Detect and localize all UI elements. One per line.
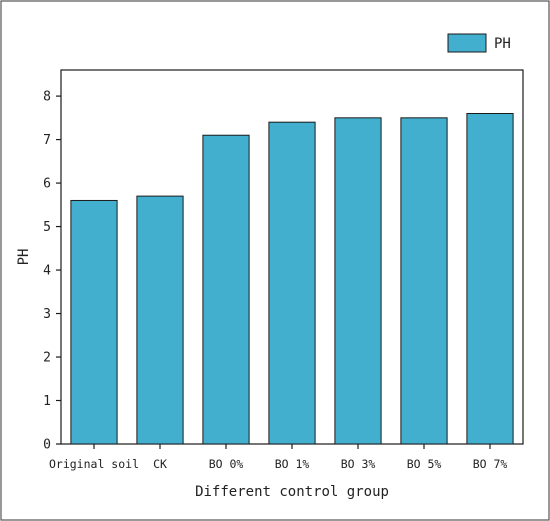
x-tick-label: BO 7% (473, 457, 508, 471)
y-tick-label: 0 (43, 438, 51, 453)
x-tick-label: CK (153, 457, 167, 471)
y-tick-label: 2 (43, 351, 51, 366)
legend-swatch (447, 33, 487, 53)
bar (400, 117, 448, 445)
y-axis-ticks: 0 1 2 3 4 5 6 7 8 (43, 90, 61, 453)
bar (202, 134, 250, 445)
bar (136, 195, 184, 445)
y-axis-title: PH (16, 249, 32, 266)
legend-label: PH (494, 36, 511, 52)
legend: PH (447, 33, 511, 53)
y-tick-label: 1 (43, 394, 51, 409)
y-tick-label: 3 (43, 307, 51, 322)
y-tick-label: 8 (43, 90, 51, 105)
x-tick-label: BO 3% (341, 457, 376, 471)
x-axis-title: Different control group (195, 484, 389, 500)
y-tick-label: 6 (43, 177, 51, 192)
x-tick-label: BO 1% (275, 457, 310, 471)
bar (466, 112, 514, 445)
y-tick-label: 7 (43, 133, 51, 148)
bar (70, 199, 118, 445)
x-tick-label: BO 5% (407, 457, 442, 471)
bar (334, 117, 382, 445)
x-axis-ticks: Original soil CK BO 0% BO 1% BO 3% BO 5% BO 7% (49, 444, 507, 471)
bar (268, 121, 316, 445)
y-tick-label: 5 (43, 220, 51, 235)
x-tick-label: Original soil (49, 457, 139, 471)
y-tick-label: 4 (43, 264, 51, 279)
x-tick-label: BO 0% (209, 457, 244, 471)
